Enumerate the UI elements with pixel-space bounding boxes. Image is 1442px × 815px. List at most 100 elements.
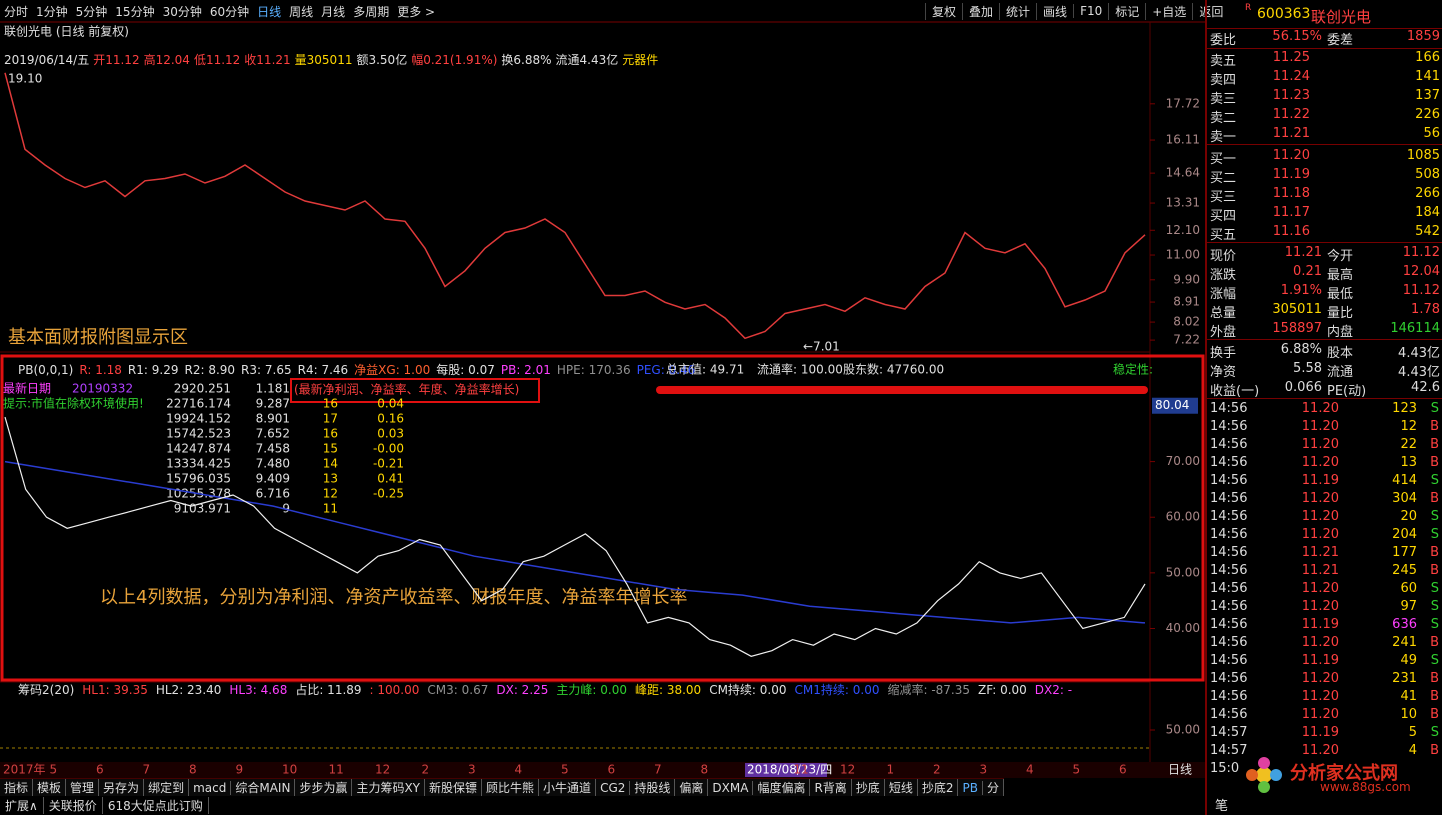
table-cell: 0.04 — [377, 397, 404, 411]
x-label: 2018/08/23/四 — [747, 763, 832, 777]
info-item: ZF: 0.00 — [978, 683, 1027, 697]
tool-button[interactable]: +自选 — [1145, 2, 1192, 20]
indicator-tab[interactable]: 指标 — [0, 779, 34, 796]
indicator-tab[interactable]: 模板 — [33, 779, 67, 796]
table-cell: 9.409 — [256, 472, 290, 486]
quote-text: 11.20 — [1301, 689, 1339, 704]
quote-text: 最低 — [1327, 287, 1354, 302]
pb-line — [4, 460, 1146, 624]
info-item: 换6.88% — [501, 53, 551, 67]
quote-text: B — [1430, 707, 1439, 722]
info-item: R1: 9.29 — [128, 363, 179, 377]
x-label: 3 — [468, 763, 476, 777]
period-tab[interactable]: 月线 — [321, 4, 346, 19]
quote-text: 11.20 — [1301, 581, 1339, 596]
tool-button[interactable]: F10 — [1073, 4, 1108, 18]
logo: 分析家公式网 www.88gs.com — [1240, 755, 1442, 795]
period-tab[interactable]: 15分钟 — [115, 4, 155, 19]
indicator-tab[interactable]: 小牛通道 — [539, 779, 597, 796]
status-item[interactable]: 关联报价 — [44, 796, 103, 814]
y-tick-label: 60.00 — [1166, 510, 1200, 524]
period-tab[interactable]: 分时 — [4, 4, 29, 19]
separator — [1207, 242, 1442, 243]
quote-text: 11.20 — [1301, 401, 1339, 416]
quote-text: 收益(一) — [1210, 384, 1260, 399]
quote-text: 245 — [1392, 563, 1417, 578]
indicator-tab[interactable]: 幅度偏离 — [753, 779, 811, 796]
period-tab[interactable]: 周线 — [289, 4, 314, 19]
quote-text: 1.91% — [1280, 283, 1322, 298]
period-tab[interactable]: 5分钟 — [75, 4, 108, 19]
date-axis-band — [0, 762, 1205, 778]
indicator-tab[interactable]: 分 — [983, 779, 1004, 796]
period-tab[interactable]: 多周期 — [353, 4, 390, 19]
indicator-tab[interactable]: 绑定到 — [144, 779, 190, 796]
quote-text: 14:56 — [1210, 689, 1248, 704]
quote-text: 20 — [1400, 509, 1417, 524]
quote-text: 11.20 — [1301, 671, 1339, 686]
quote-text: 14:56 — [1210, 671, 1248, 686]
indicator-tab[interactable]: 步步为赢 — [295, 779, 353, 796]
quote-text: 11.12 — [1402, 283, 1440, 298]
quote-text: B — [1430, 491, 1439, 506]
quote-text: 买二 — [1210, 171, 1237, 186]
indicator-tab[interactable]: macd — [189, 780, 232, 795]
chart-title: 联创光电 (日线 前复权) — [4, 24, 129, 39]
quote-text: 股本 — [1327, 346, 1354, 361]
tool-button[interactable]: 统计 — [999, 2, 1036, 20]
tool-button[interactable]: 画线 — [1036, 2, 1073, 20]
quote-text: 11.19 — [1301, 473, 1339, 488]
quote-text: 177 — [1392, 545, 1417, 560]
period-tab[interactable]: 60分钟 — [209, 4, 250, 19]
x-label: 10 — [282, 763, 297, 777]
quote-text: 158897 — [1272, 321, 1322, 336]
quote-text: 14:56 — [1210, 635, 1248, 650]
quote-text: 卖一 — [1210, 130, 1237, 145]
info-item: 幅0.21(1.91%) — [411, 52, 497, 67]
period-tab[interactable]: 日线 — [257, 4, 282, 19]
indicator-tab[interactable]: 偏离 — [675, 779, 709, 796]
info-item: 筹码2(20) — [18, 683, 74, 697]
tool-button[interactable]: 标记 — [1108, 2, 1145, 20]
status-item[interactable]: 618大促点此订购 — [103, 796, 209, 814]
indicator-tab[interactable]: 抄底 — [852, 779, 885, 796]
table-cell: 13 — [323, 472, 338, 486]
indicator-tab[interactable]: PB — [958, 780, 983, 795]
indicator-tab[interactable]: 综合MAIN — [231, 779, 296, 796]
quote-text: 卖四 — [1210, 73, 1237, 88]
info-item: HPE: 170.36 — [557, 363, 631, 377]
table-cell: 7.652 — [256, 427, 290, 441]
quote-text: 买五 — [1210, 228, 1237, 243]
period-tab[interactable]: 30分钟 — [162, 4, 202, 19]
indicator-tab[interactable]: 另存为 — [99, 779, 145, 796]
table-cell: 6.716 — [256, 487, 290, 501]
table-cell: 19924.152 — [166, 412, 231, 426]
latest-date-label: 最新日期 — [3, 381, 51, 396]
x-label: 11 — [329, 763, 344, 777]
status-item[interactable]: 扩展∧ — [0, 796, 44, 814]
y-tick-label: 50.00 — [1166, 565, 1200, 579]
quote-text: 241 — [1392, 635, 1417, 650]
info-item: 缩减率: -87.35 — [887, 682, 970, 697]
table-cell: -0.21 — [373, 457, 404, 471]
indicator-tab[interactable]: 持股线 — [630, 779, 676, 796]
indicator-tab[interactable]: 管理 — [66, 779, 100, 796]
indicator-tab[interactable]: DXMA — [708, 780, 754, 795]
indicator-tab[interactable]: 主力筹码XY — [352, 779, 426, 796]
tool-button[interactable]: 叠加 — [962, 2, 999, 20]
indicator-tab[interactable]: 短线 — [885, 779, 918, 796]
indicator-tab[interactable]: R背离 — [810, 779, 852, 796]
quote-text: 5 — [1408, 725, 1417, 740]
info-item: 占比: 11.89 — [295, 682, 361, 697]
tool-button[interactable]: 复权 — [925, 2, 962, 20]
period-tab[interactable]: 1分钟 — [36, 4, 68, 19]
indicator-tab[interactable]: 抄底2 — [918, 779, 959, 796]
indicator-tab[interactable]: 顾比牛熊 — [482, 779, 540, 796]
quote-text: B — [1430, 419, 1439, 434]
quote-text: 最高 — [1327, 268, 1354, 283]
indicator-tab[interactable]: CG2 — [596, 780, 631, 795]
x-label: 12 — [375, 763, 390, 777]
period-tab[interactable]: 更多 > — [397, 4, 436, 19]
indicator-tab[interactable]: 新股保镖 — [425, 779, 483, 796]
x-label: 6 — [96, 763, 104, 777]
